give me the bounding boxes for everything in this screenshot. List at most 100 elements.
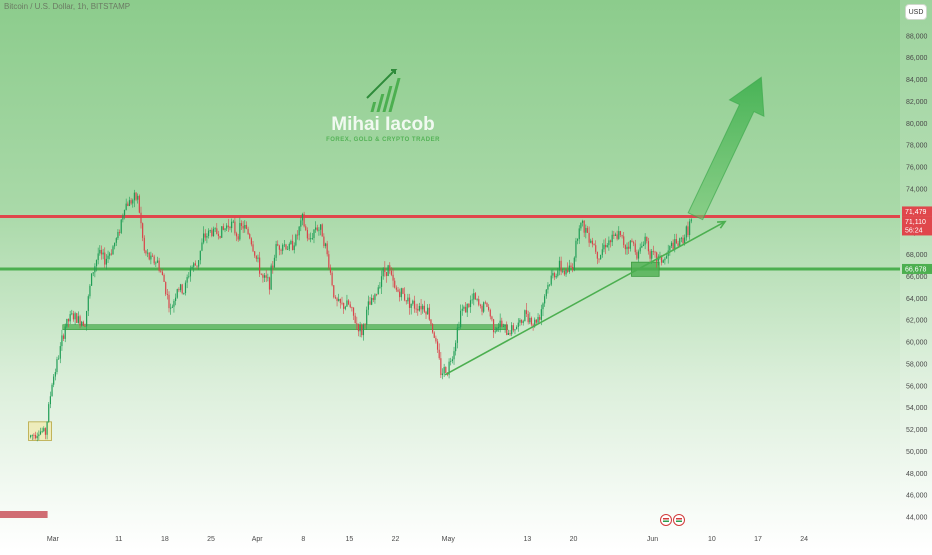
time-tick-label: 24: [800, 536, 808, 543]
candle: [188, 272, 190, 279]
symbol-label[interactable]: Bitcoin / U.S. Dollar, 1h, BITSTAMP: [4, 2, 131, 11]
price-tick-label: 76,000: [906, 165, 928, 172]
candle: [115, 237, 117, 246]
candle-body: [637, 251, 640, 259]
candle-body: [560, 260, 562, 272]
candle-body: [614, 234, 617, 236]
candle: [150, 251, 152, 265]
candle-body: [399, 291, 401, 298]
candle-body: [257, 257, 259, 259]
event-icons[interactable]: [660, 514, 685, 526]
candle: [174, 293, 177, 306]
candle: [606, 242, 608, 248]
candle-body: [132, 200, 134, 204]
candle: [685, 225, 687, 241]
candle-body: [430, 319, 432, 324]
candle-body: [160, 270, 162, 272]
trendline-segment[interactable]: [444, 220, 726, 376]
candle-body: [48, 404, 50, 422]
candle: [448, 358, 450, 379]
candle: [283, 239, 285, 248]
candle-body: [204, 233, 206, 238]
candle-body: [255, 255, 257, 259]
candle-body: [67, 318, 70, 322]
candle-body: [117, 231, 119, 239]
candle-body: [79, 316, 81, 326]
candle: [637, 249, 640, 262]
candle-body: [229, 226, 231, 229]
candle: [387, 264, 389, 277]
candle-body: [375, 294, 378, 296]
candle: [522, 319, 524, 326]
candle: [664, 256, 666, 265]
candle: [310, 232, 312, 243]
candle-body: [642, 244, 645, 247]
candle: [118, 229, 121, 236]
candle: [689, 218, 691, 240]
event-flag-icon[interactable]: [660, 514, 672, 526]
candle: [293, 242, 295, 254]
candle: [90, 273, 93, 287]
price-tick-label: 64,000: [906, 296, 928, 303]
candle: [158, 257, 160, 273]
candle-body: [275, 244, 277, 258]
retest-zone[interactable]: [631, 261, 660, 277]
event-flag-icon[interactable]: [673, 514, 685, 526]
candle: [563, 268, 566, 277]
candle-body: [425, 311, 427, 315]
candle-body: [389, 265, 391, 271]
candle-body: [484, 302, 486, 304]
candle: [440, 351, 442, 378]
candle-body: [295, 234, 297, 246]
candle-body: [290, 240, 292, 244]
candle-body: [224, 228, 226, 230]
projection-arrow[interactable]: [687, 76, 765, 221]
price-tick-label: 56,000: [906, 383, 928, 390]
candle-body: [567, 269, 569, 272]
candle: [245, 221, 248, 230]
candle-body: [535, 319, 538, 323]
price-tick-label: 50,000: [906, 449, 928, 456]
candle-body: [201, 242, 203, 251]
candle-body: [283, 244, 285, 246]
price-axis[interactable]: 44,000 46,000 48,000 50,000 52,000 54,000 56,0…: [906, 33, 928, 521]
candle: [450, 357, 452, 366]
candle: [601, 243, 603, 258]
candle: [412, 299, 414, 306]
candle-body: [247, 228, 249, 235]
candle-body: [639, 247, 641, 252]
candle: [34, 431, 37, 440]
candle-body: [163, 274, 165, 282]
candlestick-series: [30, 189, 692, 442]
candle-body: [517, 322, 519, 327]
time-axis[interactable]: Mar 11 18 25 Apr 8 15 22 May 13 20 Jun 10 17 24: [47, 536, 808, 543]
consolidation-zone[interactable]: [28, 421, 52, 441]
candle: [565, 269, 567, 277]
candle: [682, 234, 684, 245]
candle-body: [636, 252, 638, 259]
candle: [652, 245, 654, 255]
candle-body: [586, 227, 589, 233]
candle-body: [285, 244, 287, 250]
candle: [453, 346, 455, 365]
candle: [229, 226, 231, 231]
trendline[interactable]: [444, 220, 727, 376]
candle: [501, 317, 503, 328]
candle: [420, 299, 422, 316]
candle: [623, 231, 625, 248]
candle: [598, 258, 600, 263]
currency-button[interactable]: USD: [905, 4, 927, 20]
price-tick-label: 88,000: [906, 33, 928, 40]
candle: [400, 287, 402, 301]
candle-body: [39, 431, 42, 435]
candle-body: [153, 256, 155, 264]
candle-body: [402, 288, 404, 294]
candle-body: [51, 384, 53, 397]
candle: [639, 243, 641, 254]
candle: [590, 238, 592, 244]
candle-body: [211, 230, 213, 237]
candle-body: [109, 253, 111, 256]
candle: [219, 235, 221, 239]
